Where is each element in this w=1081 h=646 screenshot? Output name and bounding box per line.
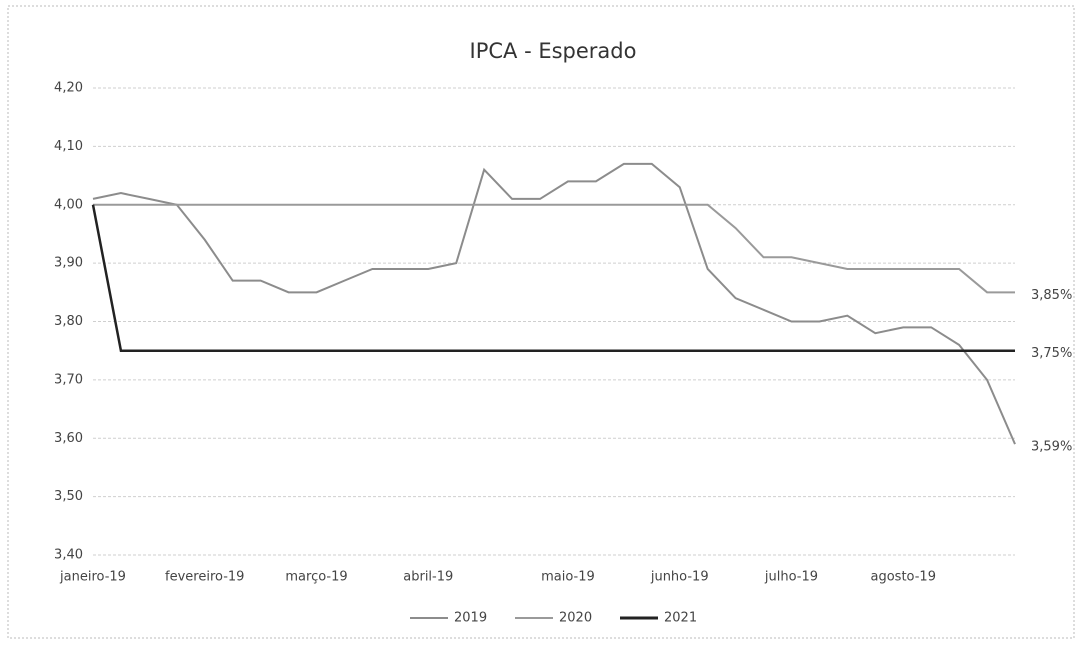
- legend-label: 2020: [559, 611, 592, 626]
- y-tick-label: 3,50: [54, 489, 83, 504]
- data-label: 3,75%: [1031, 346, 1072, 361]
- y-tick-label: 4,00: [54, 197, 83, 212]
- data-label: 3,85%: [1031, 288, 1072, 303]
- x-tick-label: janeiro-19: [59, 570, 126, 585]
- x-tick-label: agosto-19: [871, 570, 936, 585]
- data-label: 3,59%: [1031, 440, 1072, 455]
- series-line: [93, 203, 1015, 294]
- x-tick-label: julho-19: [764, 570, 818, 585]
- y-tick-label: 3,40: [54, 548, 83, 563]
- y-tick-label: 3,80: [54, 314, 83, 329]
- chart-title: IPCA - Esperado: [470, 39, 637, 63]
- y-tick-label: 4,20: [54, 81, 83, 96]
- legend-label: 2019: [454, 611, 487, 626]
- series-line: [91, 204, 1015, 352]
- x-tick-label: junho-19: [650, 570, 709, 585]
- series-line: [92, 162, 1016, 445]
- x-tick-label: março-19: [285, 570, 347, 585]
- y-tick-label: 4,10: [54, 139, 83, 154]
- x-tick-label: maio-19: [541, 570, 595, 585]
- x-tick-label: abril-19: [403, 570, 453, 585]
- y-tick-label: 3,60: [54, 431, 83, 446]
- x-tick-label: fevereiro-19: [165, 570, 244, 585]
- y-tick-label: 3,90: [54, 256, 83, 271]
- y-tick-label: 3,70: [54, 372, 83, 387]
- legend-label: 2021: [664, 611, 697, 626]
